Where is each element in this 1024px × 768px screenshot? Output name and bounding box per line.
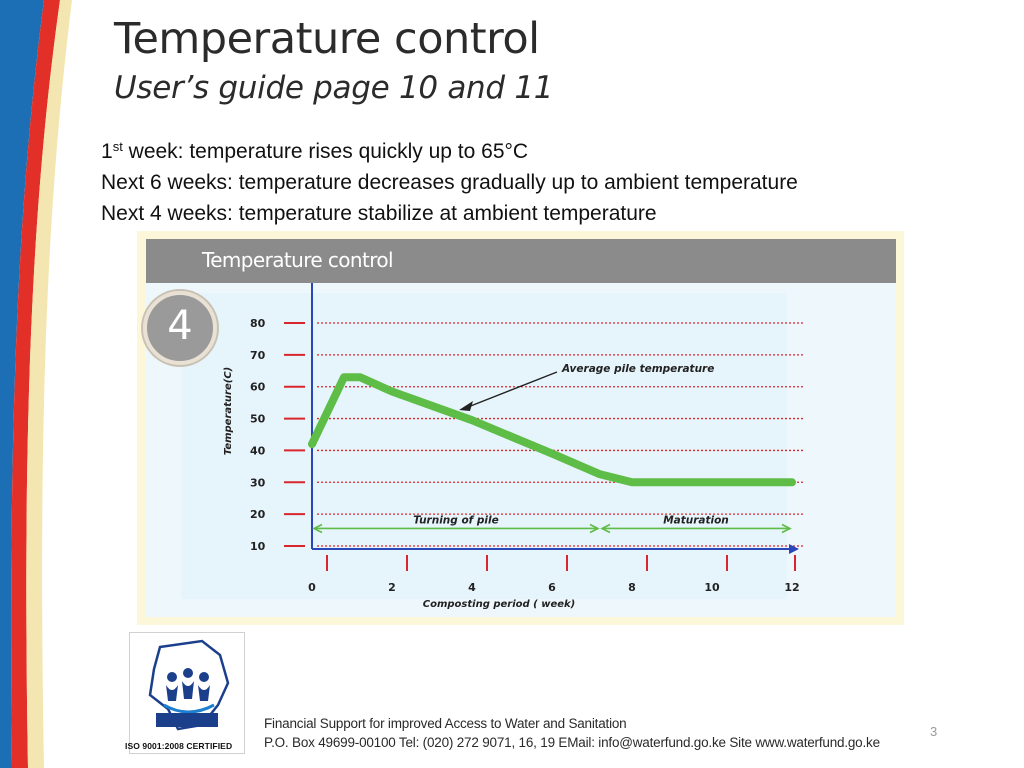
bullet-ordinal-suffix: st [112, 139, 123, 154]
plot-background [181, 293, 787, 599]
annotation-arrow-line [462, 371, 558, 410]
x-tick-label: 8 [628, 581, 636, 594]
y-tick-label: 50 [250, 413, 266, 426]
bullet-ordinal: 1 [101, 140, 113, 163]
phase-arrow-head-left [312, 523, 323, 534]
y-tick-label: 20 [250, 508, 266, 521]
x-axis-title: Composting period ( week) [423, 599, 575, 610]
y-tick-label: 70 [250, 349, 266, 362]
x-tick-label: 2 [388, 581, 396, 594]
phase-arrow-head-right [781, 523, 792, 534]
bullet-line-3: Next 4 weeks: temperature stabilize at a… [101, 202, 657, 225]
phase-label: Turning of pile [413, 514, 498, 526]
bullet-line-2: Next 6 weeks: temperature decreases grad… [101, 171, 798, 194]
phase-arrow-head-right [589, 523, 600, 534]
footer-line-1: Financial Support for improved Access to… [264, 716, 627, 731]
slide-title: Temperature control [114, 14, 540, 64]
y-tick-label: 10 [250, 540, 266, 553]
x-axis-arrowhead [789, 544, 799, 554]
series-line-average-pile-temperature [308, 373, 796, 487]
y-tick-label: 30 [250, 476, 266, 489]
temperature-figure: Temperature control 80 70 60 50 40 30 20 10 0 2 4 6… [137, 231, 904, 625]
x-tick-label: 12 [784, 581, 799, 594]
y-tick-label: 40 [250, 444, 266, 457]
water-fund-logo [129, 632, 245, 754]
footer-contact: Financial Support for improved Access to… [264, 714, 880, 752]
slide-subtitle: User’s guide page 10 and 11 [114, 70, 554, 106]
figure-title: Temperature control [202, 248, 394, 272]
x-tick-label: 10 [704, 581, 720, 594]
bullet-text: week: temperature rises quickly up to 65… [122, 140, 529, 163]
step-badge: 4 [143, 291, 217, 365]
page-number: 3 [930, 724, 938, 739]
temperature-chart: 80 70 60 50 40 30 20 10 0 2 4 6 8 10 12 Temperature(C) C… [181, 283, 805, 610]
bullet-list: 1st week: temperature rises quickly up t… [101, 136, 798, 229]
figure-header: Temperature control [146, 239, 896, 283]
y-tick-label: 80 [250, 317, 266, 330]
annotation-arrow-head [459, 401, 473, 411]
x-tick-label: 0 [308, 581, 316, 594]
phase-label: Maturation [663, 514, 729, 526]
y-axis-title: Temperature(C) [223, 367, 234, 455]
series-annotation: Average pile temperature [561, 363, 714, 375]
bullet-line-1: 1st week: temperature rises quickly up t… [101, 136, 798, 167]
kenya-map-logo-icon [148, 639, 230, 731]
footer-line-2: P.O. Box 49699-00100 Tel: (020) 272 9071… [264, 735, 880, 750]
iso-certification: ISO 9001:2008 CERTIFIED [125, 741, 233, 751]
y-tick-label: 60 [250, 381, 266, 394]
x-tick-label: 6 [548, 581, 556, 594]
phase-arrow-head-left [600, 523, 611, 534]
x-tick-label: 4 [468, 581, 476, 594]
corner-swoosh-decoration [0, 0, 73, 768]
step-number: 4 [167, 303, 193, 349]
